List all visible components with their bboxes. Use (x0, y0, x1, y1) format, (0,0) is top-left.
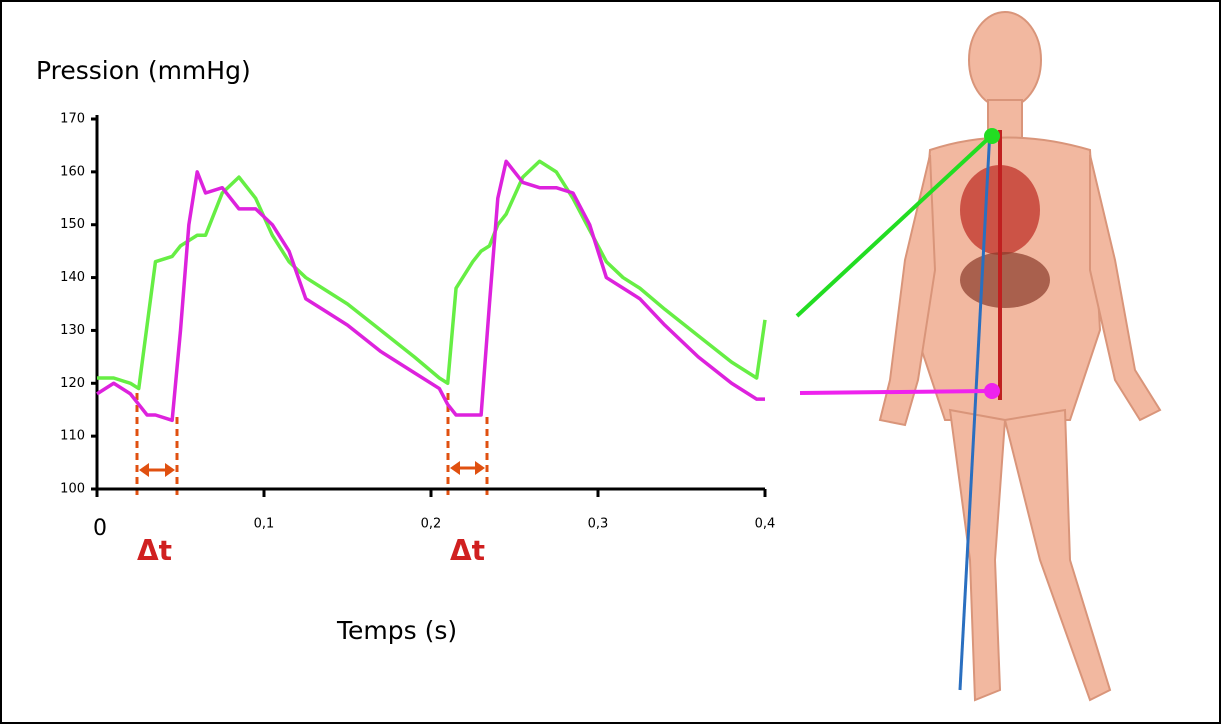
series-line (96, 159, 765, 423)
y-tick-label: 110 (60, 429, 85, 444)
y-tick-label: 150 (60, 217, 85, 232)
y-tick-label: 170 (60, 112, 85, 127)
y-tick-label: 100 (60, 482, 85, 497)
x-tick-label: 0,3 (588, 517, 609, 532)
y-tick-label: 140 (60, 270, 85, 285)
organs (958, 129, 1050, 691)
x-tick-label: 0,4 (755, 517, 776, 532)
x-tick-label: 0,2 (421, 517, 442, 532)
annotation: Δt (137, 534, 172, 567)
y-tick-label: 130 (60, 323, 85, 338)
carotid-dot (984, 128, 1000, 144)
femoral-dot (984, 383, 1000, 399)
x-tick-label: 0 (93, 516, 107, 541)
x-axis-label: Temps (s) (336, 616, 457, 645)
y-tick-label: 120 (60, 376, 85, 391)
femoral-pointer (799, 389, 991, 395)
y-tick-label: 160 (60, 164, 85, 179)
y-axis-label: Pression (mmHg) (36, 56, 251, 85)
annotation: Δt (450, 534, 485, 567)
x-tick-label: 0,1 (254, 517, 275, 532)
delta-t-brackets (135, 393, 489, 495)
carotid-pointer (795, 135, 992, 318)
series-line (97, 159, 767, 391)
